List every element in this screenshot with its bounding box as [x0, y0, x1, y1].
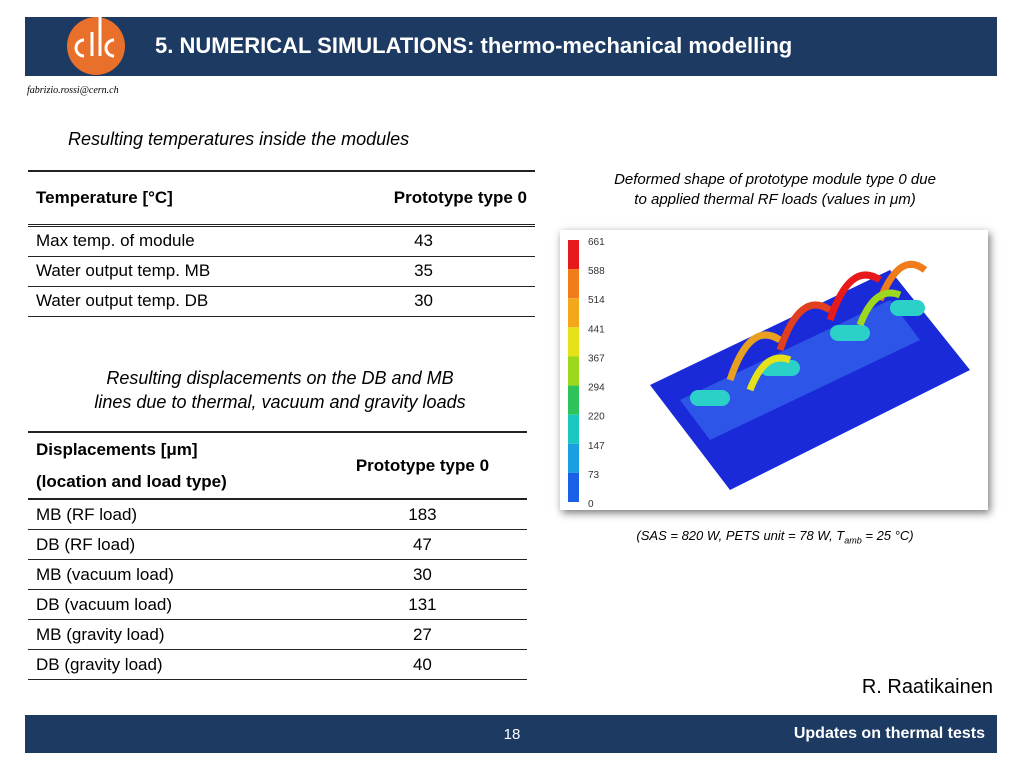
row-value: 30 [312, 286, 535, 317]
row-label: Water output temp. DB [28, 286, 313, 317]
column-header: Prototype type 0 [355, 455, 490, 475]
legend-label: 661 [588, 237, 605, 248]
row-label: Max temp. of module [28, 225, 313, 257]
row-value: 35 [312, 256, 535, 287]
header-bar [25, 17, 997, 76]
row-value: 30 [317, 559, 527, 590]
legend-label: 294 [588, 383, 605, 394]
table-row: MB (gravity load) 27 [28, 619, 527, 650]
row-value: 43 [312, 225, 535, 257]
legend-band [568, 443, 579, 473]
caption-line: Resulting displacements on the DB and MB [106, 368, 454, 388]
legend-band [568, 385, 579, 415]
legend-band [568, 414, 579, 444]
table-row: Water output temp. MB 35 [28, 256, 535, 287]
table-row: MB (vacuum load) 30 [28, 559, 527, 590]
note-text: = 25 °C) [861, 528, 914, 543]
table-row: DB (vacuum load) 131 [28, 589, 527, 620]
footer-bar [25, 715, 997, 753]
figure-frame: 661 588 514 441 367 294 220 147 73 0 [560, 230, 988, 510]
legend-label: 73 [588, 470, 600, 481]
row-label: DB (vacuum load) [28, 589, 318, 620]
legend-band [568, 298, 579, 328]
legend-label: 367 [588, 353, 605, 364]
legend-band [568, 327, 579, 357]
displacement-table: Displacements [μm] (location and load typ… [28, 431, 527, 680]
table-row: Max temp. of module 43 [28, 225, 535, 257]
legend-label: 0 [588, 499, 594, 510]
note-text: (SAS = 820 W, PETS unit = 78 W, T [636, 528, 845, 543]
legend-band [568, 240, 579, 270]
caption: Resulting displacements on the DB and MB… [30, 366, 530, 414]
slide-title: 5. NUMERICAL SIMULATIONS: thermo-mechani… [155, 33, 793, 58]
row-label: DB (RF load) [28, 529, 318, 560]
legend-label: 588 [588, 266, 605, 277]
header-line: Displacements [μm] [36, 439, 198, 459]
figure-note: (SAS = 820 W, PETS unit = 78 W, Tamb = 2… [575, 528, 975, 546]
row-value: 27 [317, 619, 527, 650]
row-label: Water output temp. MB [28, 256, 313, 287]
legend-label: 441 [588, 324, 605, 335]
row-value: 47 [317, 529, 527, 560]
table-row: Water output temp. DB 30 [28, 286, 535, 317]
column-header: Temperature [°C] [36, 187, 173, 207]
row-value: 40 [317, 649, 527, 680]
caption-line: Deformed shape of prototype module type … [614, 171, 936, 188]
table-row: MB (RF load) 183 [28, 499, 527, 530]
caption-line: to applied thermal RF loads (values in μ… [634, 191, 916, 208]
row-label: MB (RF load) [28, 499, 318, 530]
footer-title: Updates on thermal tests [793, 725, 985, 742]
figure-caption: Deformed shape of prototype module type … [575, 170, 975, 210]
header-line: (location and load type) [36, 471, 227, 491]
row-value: 131 [317, 589, 527, 620]
page-number: 18 [503, 726, 521, 743]
row-label: DB (gravity load) [28, 649, 318, 680]
legend-label: 220 [588, 412, 605, 423]
legend-label: 514 [588, 295, 605, 306]
caption: Resulting temperatures inside the module… [68, 129, 410, 149]
email: fabrizio.rossi@cern.ch [27, 85, 119, 96]
row-label: MB (vacuum load) [28, 559, 318, 590]
temperature-table: Temperature [°C] Prototype type 0 Max tem… [28, 170, 535, 317]
legend-band [568, 356, 579, 386]
note-subscript: amb [844, 535, 862, 546]
caption-line: lines due to thermal, vacuum and gravity… [94, 392, 466, 412]
table-row: DB (RF load) 47 [28, 529, 527, 560]
row-label: MB (gravity load) [28, 619, 318, 650]
table-row: DB (gravity load) 40 [28, 649, 527, 680]
legend-band [568, 269, 579, 299]
row-value: 183 [317, 499, 527, 530]
logo [67, 14, 125, 75]
legend-label: 147 [588, 441, 605, 452]
column-header: Displacements [μm] (location and load typ… [28, 432, 318, 499]
legend-band [568, 472, 579, 502]
author: R. Raatikainen [861, 676, 993, 698]
simulation-image: 661 588 514 441 367 294 220 147 73 0 [568, 237, 970, 510]
column-header: Prototype type 0 [393, 187, 527, 207]
